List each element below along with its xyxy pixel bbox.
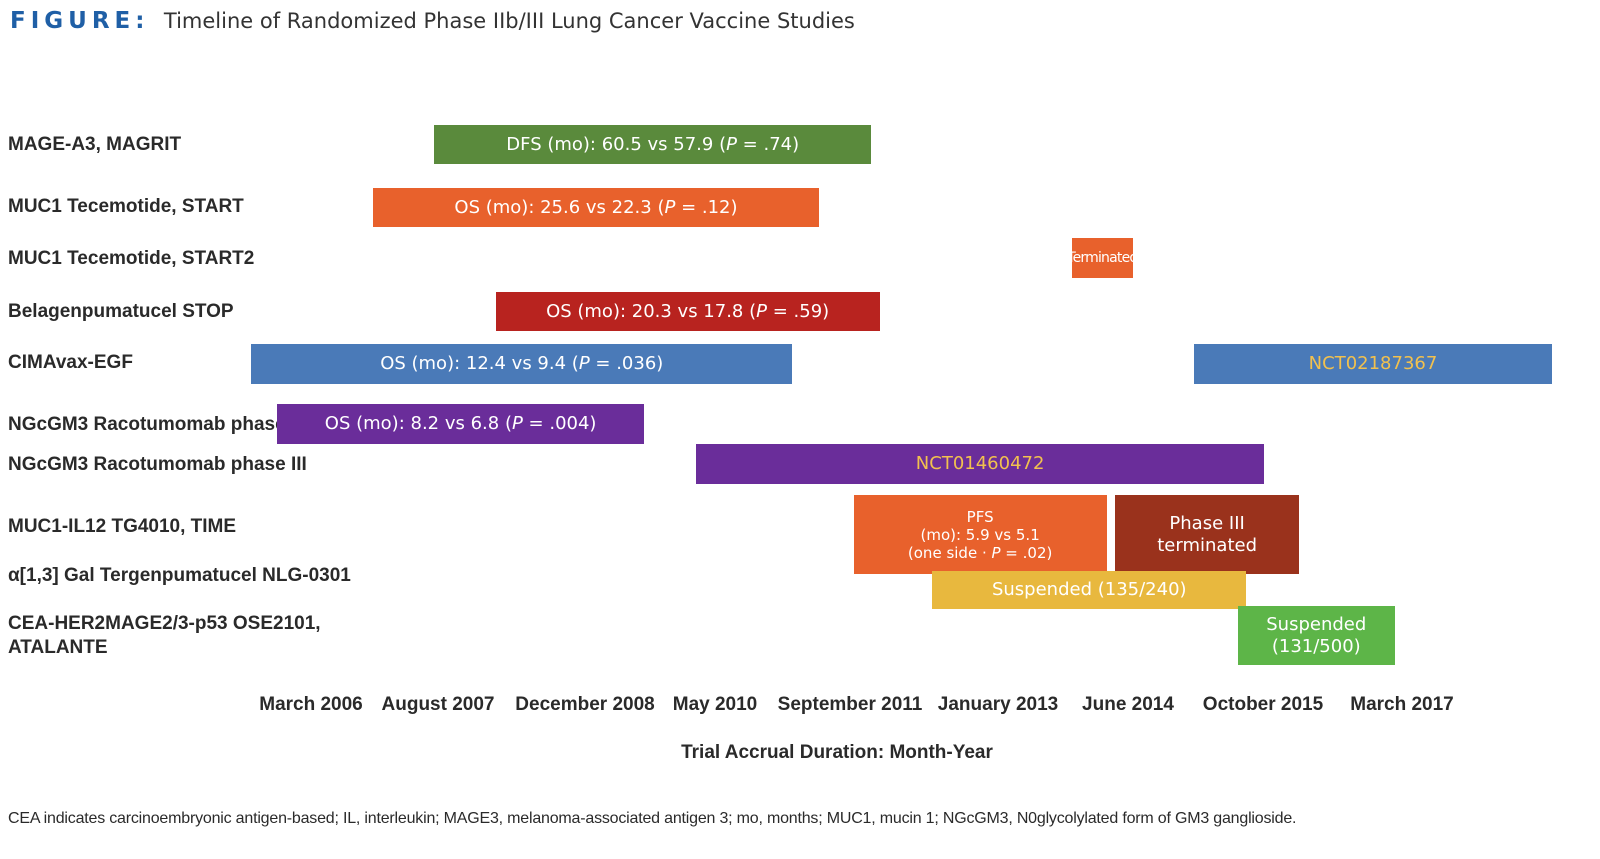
x-tick-label: March 2006 [259, 694, 363, 715]
bar-label: Suspended (131/500) [1266, 613, 1367, 657]
timeline-bar: PFS (mo): 5.9 vs 5.1 (one side · P = .02) [853, 495, 1107, 574]
bar-label: OS (mo): 12.4 vs 9.4 (P = .036) [380, 353, 664, 375]
bar-label: NCT01460472 [915, 453, 1045, 475]
timeline-bar: Suspended (135/240) [932, 571, 1247, 609]
row-label-text: NGcGM3 Racotumomab phase IIb [8, 414, 314, 435]
x-tick-label: August 2007 [381, 694, 495, 715]
footnote: CEA indicates carcinoembryonic antigen-b… [8, 810, 1297, 827]
timeline-bar: OS (mo): 12.4 vs 9.4 (P = .036) [251, 344, 793, 384]
row-label: MUC1 Tecemotide, START [8, 195, 244, 219]
timeline-bar: OS (mo): 25.6 vs 22.3 (P = .12) [373, 188, 819, 227]
bar-label: OS (mo): 8.2 vs 6.8 (P = .004) [324, 413, 597, 435]
x-tick-label: October 2015 [1202, 694, 1324, 715]
row-label: NGcGM3 Racotumomab phase III [8, 453, 307, 477]
row-label-text: CIMAvax-EGF [8, 352, 133, 373]
x-tick-label: May 2010 [672, 694, 758, 715]
bar-label: Suspended (135/240) [991, 579, 1187, 601]
row-label: MUC1 Tecemotide, START2 [8, 247, 254, 271]
row-label: NGcGM3 Racotumomab phase IIb [8, 413, 313, 437]
timeline-bar: DFS (mo): 60.5 vs 57.9 (P = .74) [434, 125, 871, 164]
figure-header: FIGURE: Timeline of Randomized Phase IIb… [10, 8, 855, 34]
timeline-bar: NCT01460472 [696, 444, 1264, 484]
bar-label: OS (mo): 25.6 vs 22.3 (P = .12) [454, 196, 738, 218]
row-label-text: NGcGM3 Racotumomab phase III [8, 454, 307, 475]
bar-label: OS (mo): 20.3 vs 17.8 (P = .59) [546, 300, 830, 322]
row-label-text: CEA-HER2MAGE2/3-p53 OSE2101, [8, 613, 321, 634]
bar-label: DFS (mo): 60.5 vs 57.9 (P = .74) [506, 133, 800, 155]
bar-label: Terminated [1067, 249, 1138, 266]
x-axis-label: Trial Accrual Duration: Month-Year [681, 742, 993, 763]
row-label-text: Belagenpumatucel STOP [8, 301, 234, 322]
x-tick-label: March 2017 [1350, 694, 1454, 715]
row-label-text: MUC1-IL12 TG4010, TIME [8, 516, 237, 537]
x-tick-label: December 2008 [515, 694, 655, 715]
timeline-bar: Phase III terminated [1115, 495, 1299, 574]
row-label-text: MAGE-A3, MAGRIT [8, 134, 182, 155]
row-label: MUC1-IL12 TG4010, TIME [8, 515, 236, 539]
row-label-text: α[1,3] Gal Tergenpumatucel NLG-0301 [8, 565, 351, 586]
timeline-bar: OS (mo): 8.2 vs 6.8 (P = .004) [277, 404, 644, 444]
row-label: α[1,3] Gal Tergenpumatucel NLG-0301 [8, 564, 351, 588]
row-label: MAGE-A3, MAGRIT [8, 133, 181, 157]
x-tick-label: January 2013 [937, 694, 1059, 715]
bar-label: PFS (mo): 5.9 vs 5.1 (one side · P = .02) [907, 507, 1053, 562]
row-label: Belagenpumatucel STOP [8, 300, 234, 324]
row-label: CEA-HER2MAGE2/3-p53 OSE2101, ATALANTE [8, 612, 321, 660]
row-label-text-line2: ATALANTE [8, 637, 108, 658]
figure-title: Timeline of Randomized Phase IIb/III Lun… [163, 9, 855, 33]
row-label: CIMAvax-EGF [8, 351, 133, 375]
x-tick-label: September 2011 [777, 694, 923, 715]
timeline-bar: Suspended (131/500) [1237, 606, 1395, 665]
x-tick-label: June 2014 [1082, 694, 1174, 715]
figure-label: FIGURE: [10, 8, 150, 34]
timeline-bar: Terminated [1067, 238, 1138, 278]
bar-label: NCT02187367 [1308, 353, 1438, 375]
row-label-text: MUC1 Tecemotide, START [8, 196, 244, 217]
timeline-bar: NCT02187367 [1194, 344, 1552, 384]
bar-label: Phase III terminated [1157, 512, 1257, 556]
timeline-bar: OS (mo): 20.3 vs 17.8 (P = .59) [495, 292, 880, 331]
row-label-text: MUC1 Tecemotide, START2 [8, 248, 255, 269]
